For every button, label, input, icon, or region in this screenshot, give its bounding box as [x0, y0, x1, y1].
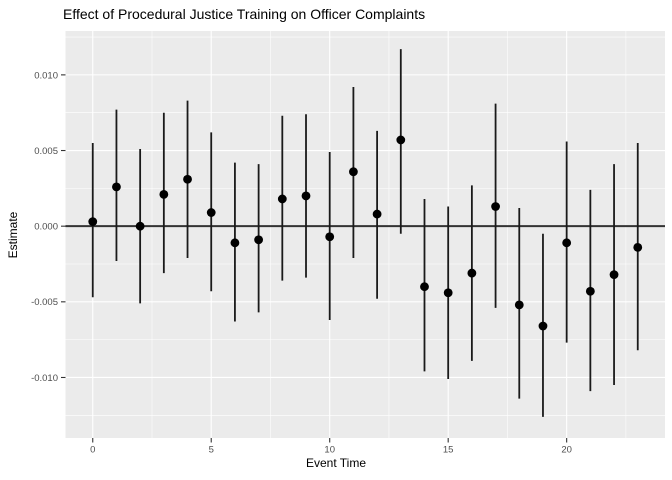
data-point — [325, 232, 335, 242]
data-point — [491, 202, 500, 211]
data-point — [467, 268, 477, 278]
data-point — [88, 217, 98, 227]
x-tick-label: 10 — [324, 445, 335, 456]
data-point — [538, 321, 548, 331]
data-point — [230, 238, 240, 248]
x-tick-label: 5 — [209, 445, 214, 456]
data-point — [562, 238, 572, 248]
plot-panel — [65, 31, 665, 438]
y-tick-label: 0.005 — [34, 146, 58, 157]
data-point — [609, 270, 619, 279]
data-point — [206, 208, 216, 217]
data-point — [135, 221, 145, 231]
data-point — [277, 194, 287, 204]
data-point — [420, 282, 429, 292]
x-axis-title: Event Time — [305, 456, 367, 470]
chart-title: Effect of Procedural Justice Training on… — [63, 6, 426, 22]
data-point — [396, 135, 406, 145]
data-point — [159, 190, 169, 199]
data-point — [633, 242, 643, 252]
data-point — [585, 286, 595, 296]
data-point — [372, 209, 382, 219]
data-point — [112, 182, 121, 192]
y-axis-title: Estimate — [6, 211, 20, 259]
data-point — [349, 167, 358, 177]
x-tick-label: 20 — [561, 445, 572, 456]
data-point — [301, 191, 311, 201]
y-tick-label: -0.010 — [31, 373, 58, 384]
data-point — [514, 300, 524, 310]
data-point — [183, 174, 192, 184]
x-tick-label: 0 — [90, 445, 95, 456]
y-tick-label: -0.005 — [31, 297, 58, 308]
y-tick-label: 0.000 — [34, 222, 58, 233]
y-tick-label: 0.010 — [34, 70, 58, 81]
x-tick-label: 15 — [443, 445, 454, 456]
data-point — [443, 288, 453, 298]
data-point — [254, 235, 264, 245]
